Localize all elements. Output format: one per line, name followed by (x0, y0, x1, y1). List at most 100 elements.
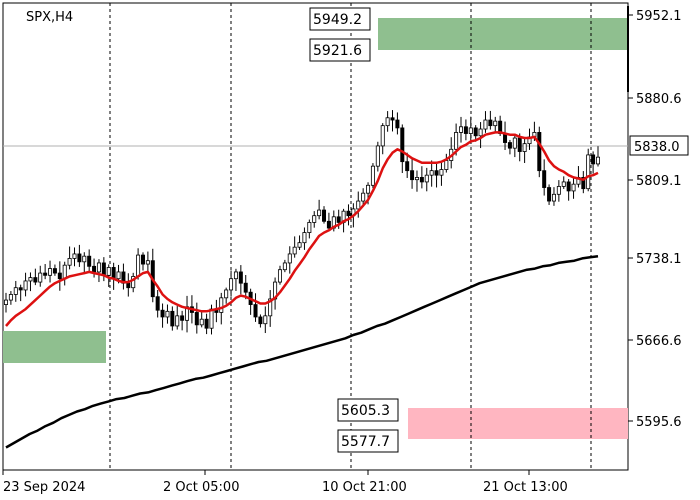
candle-body (13, 287, 18, 295)
candle (522, 138, 527, 163)
candle (233, 268, 238, 291)
candle-body (429, 170, 434, 176)
current-price-box (629, 135, 689, 156)
candle-body (326, 220, 331, 229)
candle (292, 236, 297, 258)
candle (591, 151, 596, 174)
candle (175, 306, 180, 330)
candle (322, 206, 327, 224)
candle (400, 124, 405, 174)
upper-low-box (309, 38, 371, 62)
candle-body (493, 120, 498, 127)
candle (537, 126, 542, 178)
candle (165, 304, 170, 324)
candle (561, 176, 566, 189)
candle-body (204, 318, 209, 329)
candle (302, 227, 307, 250)
candle (439, 160, 444, 186)
candle-body (454, 132, 459, 150)
candle (434, 162, 439, 188)
lower-high-box (337, 398, 399, 422)
candle (106, 264, 111, 287)
candle-body (145, 260, 150, 265)
candle-body (194, 312, 199, 326)
candle-body (33, 277, 38, 283)
candle (13, 280, 18, 302)
candle-body (439, 169, 444, 176)
candle (263, 306, 268, 334)
candle-body (473, 127, 478, 137)
candle-body (101, 262, 106, 276)
candle-body (8, 294, 13, 301)
candle (253, 293, 258, 322)
candle (414, 170, 419, 192)
candle-body (160, 309, 165, 318)
candle-body (43, 272, 48, 276)
candle-body (361, 192, 366, 202)
candle (326, 212, 331, 232)
candle-body (302, 232, 307, 244)
candle (28, 272, 33, 292)
candle (287, 246, 292, 274)
chart-title: SPX,H4 (26, 10, 73, 25)
candle (52, 264, 57, 276)
candle-body (322, 209, 327, 222)
upper-high-label: 5949.2 (313, 12, 362, 28)
candle (380, 123, 385, 155)
candle (243, 274, 248, 300)
candle (375, 141, 380, 172)
candle (356, 191, 361, 218)
candle-body (233, 271, 238, 280)
candle (258, 314, 263, 328)
red-ma-line (5, 131, 599, 327)
candle-body (317, 209, 322, 217)
candle-body (434, 170, 439, 176)
candle (170, 306, 175, 331)
candle (551, 187, 556, 206)
candle-body (512, 137, 517, 149)
candle-body (507, 142, 512, 149)
candle (571, 177, 576, 199)
candle (429, 160, 434, 187)
candle (419, 166, 424, 189)
candle-body (229, 278, 234, 291)
candle (566, 179, 571, 201)
candle (131, 272, 136, 293)
lower-low-label: 5577.7 (341, 434, 390, 450)
candle-body (292, 246, 297, 255)
candle-body (444, 160, 449, 170)
candle-body (551, 193, 556, 202)
candle (155, 290, 160, 318)
x-tick-label: 10 Oct 21:00 (322, 480, 407, 495)
candle (180, 310, 185, 331)
candle-body (346, 210, 351, 217)
candle-body (483, 119, 488, 130)
candle (297, 235, 302, 250)
candle-body (48, 268, 53, 276)
candle-body (478, 128, 483, 137)
candle (145, 251, 150, 273)
candle-body (106, 267, 111, 276)
candle (194, 302, 199, 334)
candle-body (126, 282, 131, 289)
candle-body (155, 296, 160, 311)
candle-body (180, 315, 185, 321)
candle-body (199, 318, 204, 326)
candle (277, 265, 282, 285)
candle-body (57, 272, 62, 280)
candle (72, 247, 77, 267)
candle (405, 152, 410, 178)
candle-body (586, 154, 591, 190)
candle (8, 291, 13, 305)
lower-zone (408, 408, 628, 439)
black-ma-line (5, 254, 599, 449)
candle (395, 112, 400, 135)
candle (43, 264, 48, 280)
candle (410, 159, 415, 189)
candle (23, 272, 28, 297)
candle-body (591, 154, 596, 165)
left-zone (3, 331, 106, 363)
candle (483, 111, 488, 133)
x-tick-label: 2 Oct 05:00 (163, 480, 239, 495)
y-tick-label: 5880.6 (636, 92, 682, 107)
